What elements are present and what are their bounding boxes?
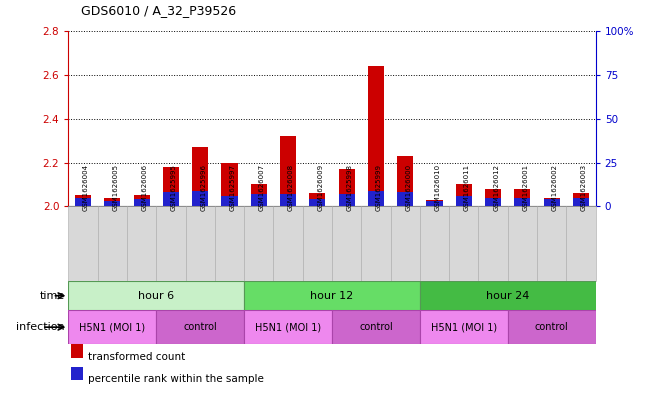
Bar [186, 206, 215, 281]
Text: GSM1626000: GSM1626000 [405, 163, 411, 211]
Text: hour 12: hour 12 [311, 291, 353, 301]
Bar [104, 198, 120, 206]
Bar [573, 198, 589, 206]
Text: GSM1625997: GSM1625997 [230, 164, 236, 211]
Bar [420, 281, 596, 310]
Bar [456, 184, 472, 206]
Bar [244, 206, 273, 281]
Bar [544, 199, 560, 206]
Bar [156, 310, 244, 344]
Bar [397, 192, 413, 206]
Text: GSM1626008: GSM1626008 [288, 163, 294, 211]
Bar [456, 196, 472, 206]
Bar [71, 367, 83, 380]
Bar [192, 191, 208, 206]
Text: H5N1 (MOI 1): H5N1 (MOI 1) [79, 322, 145, 332]
Bar [68, 206, 98, 281]
Text: GSM1626012: GSM1626012 [493, 164, 499, 211]
Bar [303, 206, 332, 281]
Bar [163, 167, 179, 206]
Text: GSM1626010: GSM1626010 [435, 163, 441, 211]
Bar [127, 206, 156, 281]
Bar [537, 206, 566, 281]
Bar [566, 206, 596, 281]
Text: GSM1625999: GSM1625999 [376, 164, 382, 211]
Bar [332, 310, 420, 344]
Bar [280, 136, 296, 206]
Bar [244, 310, 332, 344]
Bar [339, 169, 355, 206]
Bar [221, 196, 238, 206]
Text: GSM1626006: GSM1626006 [142, 163, 148, 211]
Bar [156, 206, 186, 281]
Bar [485, 198, 501, 206]
Bar [339, 194, 355, 206]
Text: transformed count: transformed count [89, 351, 186, 362]
Bar [98, 206, 127, 281]
Bar [75, 198, 91, 206]
Bar [251, 184, 267, 206]
Bar [449, 206, 478, 281]
Text: GSM1626001: GSM1626001 [522, 163, 529, 211]
Bar [68, 310, 156, 344]
Bar [215, 206, 244, 281]
Bar [361, 206, 391, 281]
Bar [426, 200, 443, 206]
Text: H5N1 (MOI 1): H5N1 (MOI 1) [431, 322, 497, 332]
Bar [573, 193, 589, 206]
Bar [163, 192, 179, 206]
Bar [332, 206, 361, 281]
Text: GSM1625996: GSM1625996 [201, 164, 206, 211]
Text: percentile rank within the sample: percentile rank within the sample [89, 374, 264, 384]
Bar [75, 195, 91, 206]
Text: infection: infection [16, 322, 65, 332]
Text: control: control [184, 322, 217, 332]
Bar [68, 281, 244, 310]
Bar [420, 206, 449, 281]
Text: GSM1626009: GSM1626009 [318, 163, 324, 211]
Bar [391, 206, 420, 281]
Text: GSM1626005: GSM1626005 [112, 164, 118, 211]
Bar [309, 199, 326, 206]
Bar [251, 194, 267, 206]
Text: control: control [359, 322, 393, 332]
Bar [133, 199, 150, 206]
Text: hour 24: hour 24 [486, 291, 529, 301]
Bar [485, 189, 501, 206]
Bar [514, 189, 531, 206]
Text: hour 6: hour 6 [138, 291, 174, 301]
Bar [133, 195, 150, 206]
Bar [508, 206, 537, 281]
Text: GSM1626002: GSM1626002 [552, 164, 558, 211]
Text: control: control [535, 322, 568, 332]
Bar [368, 191, 384, 206]
Bar [192, 147, 208, 206]
Text: GSM1625998: GSM1625998 [347, 164, 353, 211]
Bar [71, 344, 83, 358]
Bar [478, 206, 508, 281]
Text: time: time [40, 291, 65, 301]
Bar [273, 206, 303, 281]
Bar [221, 163, 238, 206]
Bar [368, 66, 384, 206]
Text: GSM1625995: GSM1625995 [171, 164, 177, 211]
Bar [420, 310, 508, 344]
Bar [104, 201, 120, 206]
Bar [244, 281, 420, 310]
Bar [544, 198, 560, 206]
Bar [426, 201, 443, 206]
Text: GSM1626004: GSM1626004 [83, 164, 89, 211]
Text: GSM1626007: GSM1626007 [259, 163, 265, 211]
Bar [309, 193, 326, 206]
Bar [508, 310, 596, 344]
Text: H5N1 (MOI 1): H5N1 (MOI 1) [255, 322, 321, 332]
Bar [280, 194, 296, 206]
Text: GSM1626003: GSM1626003 [581, 163, 587, 211]
Text: GDS6010 / A_32_P39526: GDS6010 / A_32_P39526 [81, 4, 236, 17]
Bar [514, 198, 531, 206]
Text: GSM1626011: GSM1626011 [464, 163, 470, 211]
Bar [397, 156, 413, 206]
